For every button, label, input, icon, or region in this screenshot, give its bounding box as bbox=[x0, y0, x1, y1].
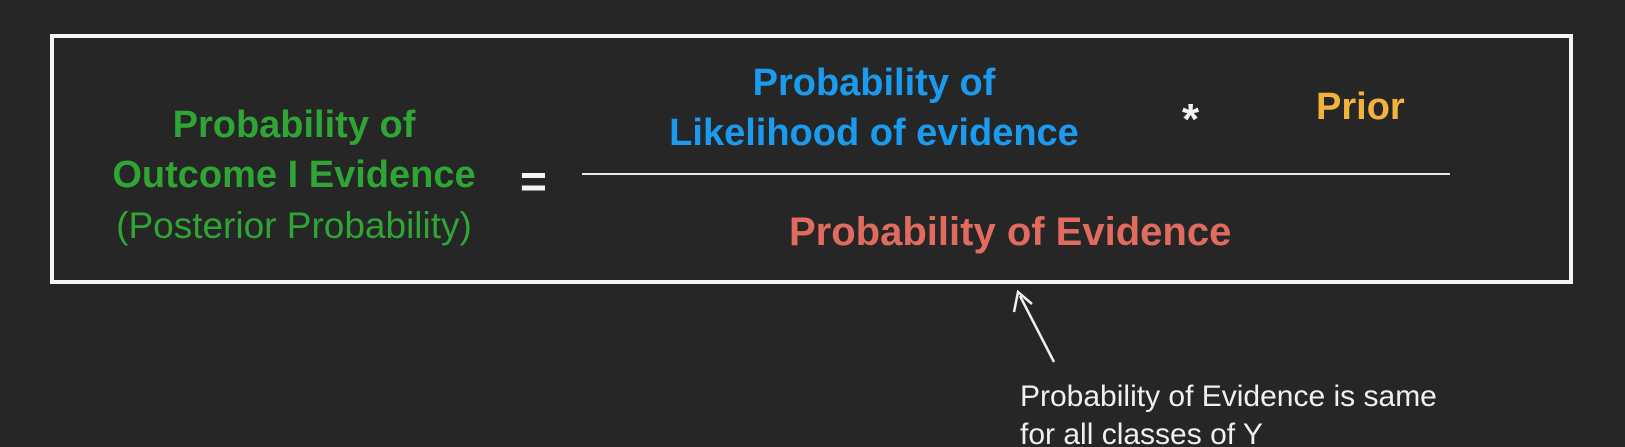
equals-sign: = bbox=[520, 155, 547, 207]
likelihood-term: Probability of Likelihood of evidence bbox=[594, 58, 1154, 158]
annotation-note: Probability of Evidence is same for all … bbox=[1020, 378, 1437, 447]
bayes-formula-box: Probability of Outcome I Evidence (Poste… bbox=[50, 34, 1573, 284]
likelihood-line-1: Probability of bbox=[752, 62, 996, 104]
posterior-line-2: Outcome I Evidence bbox=[112, 154, 476, 196]
annotation-line-2: for all classes of Y bbox=[1020, 418, 1263, 447]
posterior-line-3: (Posterior Probability) bbox=[116, 205, 472, 246]
evidence-term: Probability of Evidence bbox=[789, 210, 1232, 254]
pointer-arrow-icon bbox=[1012, 289, 1056, 363]
multiply-sign: * bbox=[1182, 95, 1200, 144]
annotation-line-1: Probability of Evidence is same bbox=[1020, 380, 1437, 413]
likelihood-line-2: Likelihood of evidence bbox=[669, 112, 1079, 154]
posterior-term: Probability of Outcome I Evidence (Poste… bbox=[74, 100, 514, 252]
fraction-bar bbox=[582, 173, 1450, 175]
posterior-line-1: Probability of bbox=[172, 104, 416, 146]
prior-term: Prior bbox=[1316, 86, 1405, 128]
